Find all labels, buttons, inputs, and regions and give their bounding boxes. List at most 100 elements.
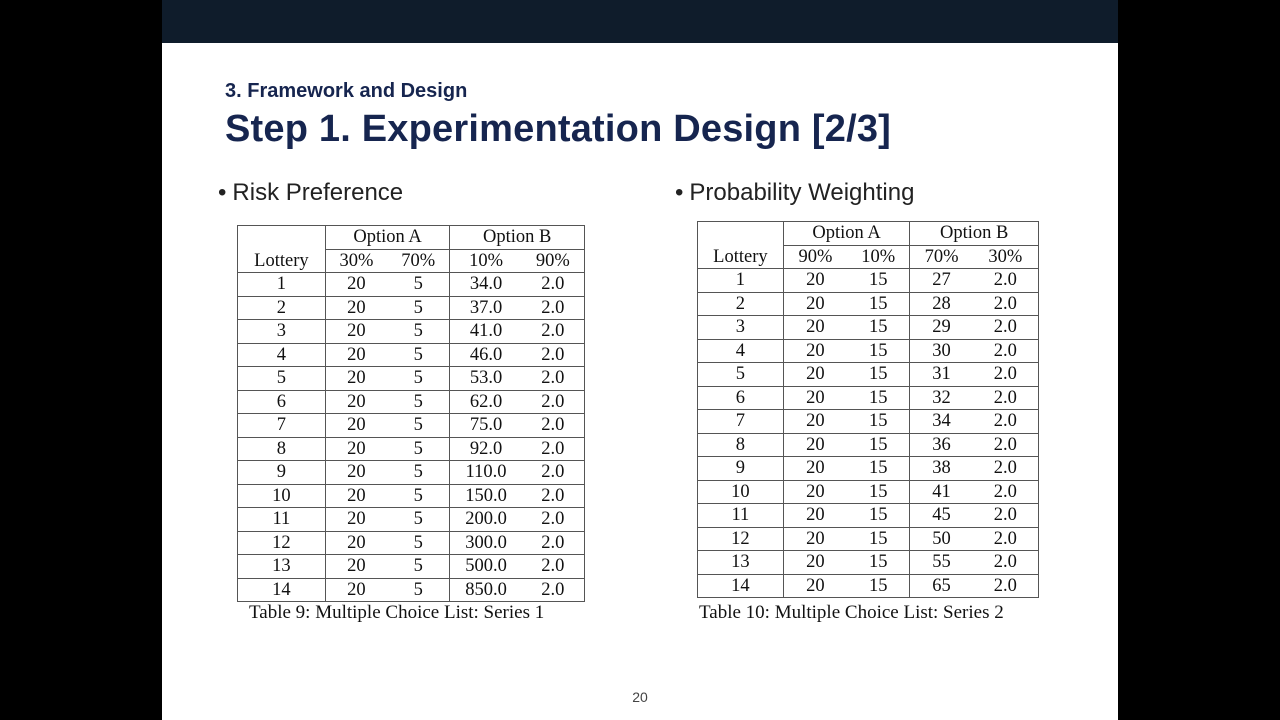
table-cell: 20 (782, 409, 848, 434)
table-cell: 2.0 (972, 526, 1039, 551)
table-cell: 4 (697, 338, 784, 363)
table-cell: 200.0 (449, 507, 522, 532)
table-cell: 2.0 (972, 268, 1039, 293)
table-cell: 2.0 (521, 272, 585, 297)
table-row: 1 20 15 27 2.0 (697, 268, 1039, 293)
table-row: 13 20 15 55 2.0 (697, 550, 1039, 575)
bullet-probability-weighting: • Probability Weighting (675, 179, 914, 207)
table-cell: 15 (847, 432, 911, 457)
table-cell: 15 (847, 362, 911, 387)
table-cell: 20 (782, 338, 848, 363)
table-cell: 2.0 (521, 342, 585, 367)
table-row: 9 20 5 110.0 2.0 (237, 460, 585, 485)
table-row: 8 20 5 92.0 2.0 (237, 436, 585, 461)
table-cell: 11 (697, 503, 784, 528)
table-cell: 5 (387, 460, 451, 485)
table-cell: 9 (237, 460, 326, 485)
table-cell: 20 (324, 483, 388, 508)
probability-weighting-table: Option A Option B Lottery 90% 10% 70% 30% 1 20 15… (697, 221, 1039, 598)
table-cell: 20 (324, 436, 388, 461)
table-row: 6 20 5 62.0 2.0 (237, 389, 585, 414)
table-cell: 5 (387, 319, 451, 344)
column-header: 70% (387, 248, 451, 273)
group-header-row: Option A Option B (697, 221, 1039, 246)
table-row: 10 20 5 150.0 2.0 (237, 483, 585, 508)
table-cell: 4 (237, 342, 326, 367)
table-cell: 2 (697, 291, 784, 316)
column-header: Lottery (237, 249, 326, 273)
table-cell: 15 (847, 573, 911, 598)
table-cell: 1 (237, 272, 326, 297)
table-9-caption: Table 9: Multiple Choice List: Series 1 (249, 602, 545, 623)
table-cell: 32 (909, 385, 973, 410)
table-cell: 41.0 (449, 319, 522, 344)
table-cell: 37.0 (449, 295, 522, 320)
table-cell: 20 (324, 389, 388, 414)
table-cell: 20 (782, 315, 848, 340)
table-row: 4 20 5 46.0 2.0 (237, 342, 585, 367)
column-header: 90% (782, 244, 848, 269)
table-cell: 28 (909, 291, 973, 316)
bullet-text: Probability Weighting (689, 179, 915, 206)
table-cell: 11 (237, 507, 326, 532)
table-cell: 5 (237, 366, 326, 391)
column-header: 30% (324, 248, 388, 273)
column-header: Lottery (697, 245, 784, 269)
table-cell: 850.0 (449, 577, 522, 602)
table-cell: 20 (324, 295, 388, 320)
table-cell: 92.0 (449, 436, 522, 461)
table-cell: 2.0 (521, 436, 585, 461)
table-cell: 2.0 (972, 479, 1039, 504)
group-header: Option B (449, 225, 585, 250)
table-cell: 30 (909, 338, 973, 363)
table-cell: 7 (237, 413, 326, 438)
table-cell: 20 (324, 413, 388, 438)
table-cell: 15 (847, 409, 911, 434)
table-cell: 20 (324, 342, 388, 367)
table-cell: 2 (237, 295, 326, 320)
table-cell: 2.0 (972, 432, 1039, 457)
table-cell: 5 (387, 530, 451, 555)
table-cell: 5 (387, 507, 451, 532)
table-cell: 12 (237, 530, 326, 555)
table-cell: 34.0 (449, 272, 522, 297)
table-cell: 20 (324, 319, 388, 344)
column-header-row: Lottery 30% 70% 10% 90% (237, 248, 585, 273)
table-cell: 2.0 (972, 456, 1039, 481)
table-cell: 2.0 (521, 530, 585, 555)
table-row: 1 20 5 34.0 2.0 (237, 272, 585, 297)
table-cell: 31 (909, 362, 973, 387)
table-row: 2 20 5 37.0 2.0 (237, 295, 585, 320)
top-bar (162, 0, 1118, 43)
risk-preference-table: Option A Option B Lottery 30% 70% 10% 90% 1 20 5 3… (237, 225, 585, 602)
column-header: 10% (449, 248, 522, 273)
table-cell: 20 (324, 577, 388, 602)
table-row: 6 20 15 32 2.0 (697, 385, 1039, 410)
table-row: 10 20 15 41 2.0 (697, 479, 1039, 504)
table-cell: 3 (697, 315, 784, 340)
table-cell: 2.0 (521, 389, 585, 414)
table-cell: 14 (237, 577, 326, 602)
table-cell: 2.0 (521, 295, 585, 320)
table-cell: 2.0 (972, 315, 1039, 340)
group-header: Option A (324, 225, 451, 250)
table-cell: 2.0 (972, 409, 1039, 434)
table-cell: 20 (782, 432, 848, 457)
table-cell: 3 (237, 319, 326, 344)
header-blank-cell (697, 221, 784, 245)
table-cell: 20 (782, 385, 848, 410)
table-cell: 53.0 (449, 366, 522, 391)
table-cell: 36 (909, 432, 973, 457)
table-cell: 38 (909, 456, 973, 481)
table-cell: 6 (697, 385, 784, 410)
table-cell: 2.0 (972, 385, 1039, 410)
table-cell: 41 (909, 479, 973, 504)
table-cell: 300.0 (449, 530, 522, 555)
slide: 3. Framework and Design Step 1. Experime… (162, 0, 1118, 720)
table-cell: 2.0 (972, 291, 1039, 316)
table-cell: 10 (697, 479, 784, 504)
table-row: 14 20 5 850.0 2.0 (237, 577, 585, 602)
table-cell: 2.0 (521, 460, 585, 485)
table-row: 3 20 5 41.0 2.0 (237, 319, 585, 344)
bullet-text: Risk Preference (232, 179, 404, 206)
